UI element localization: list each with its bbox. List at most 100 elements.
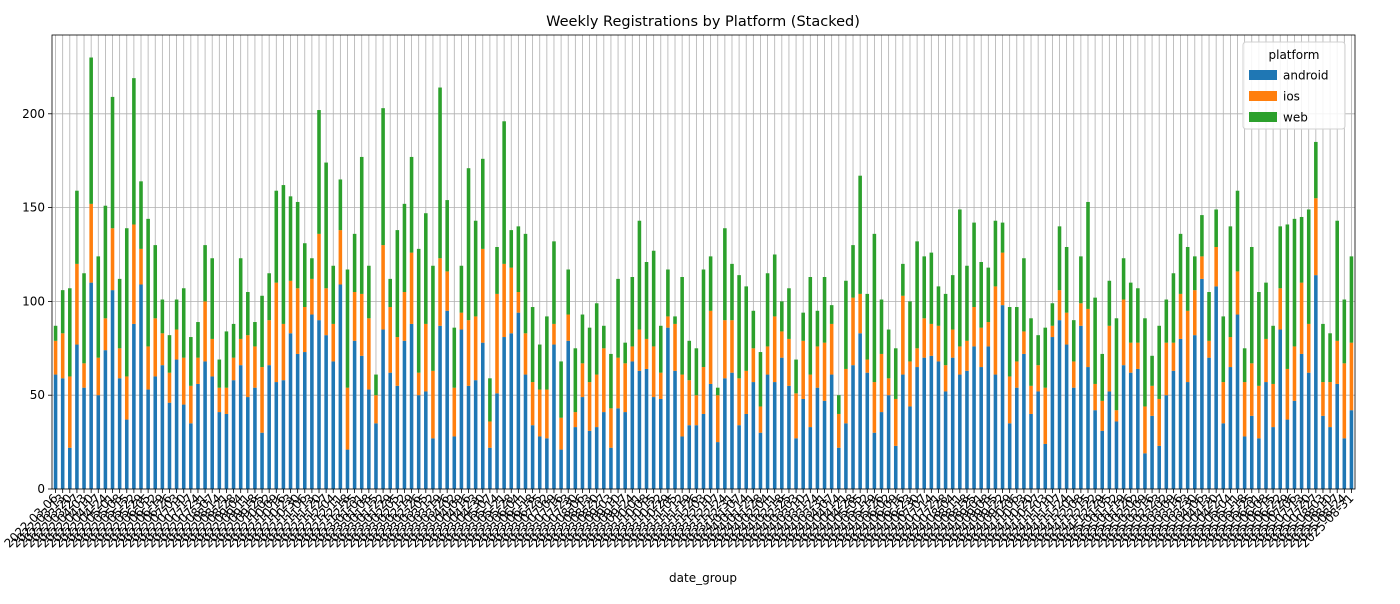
bar-segment [224, 387, 229, 414]
bar-segment [580, 397, 585, 489]
bar-segment [993, 220, 998, 287]
bar-segment [658, 325, 663, 373]
bar-segment [431, 265, 435, 371]
legend-box [1242, 41, 1346, 130]
bar-segment [922, 318, 927, 358]
bar-segment [1079, 325, 1083, 489]
bar-segment [972, 346, 976, 489]
bar-segment [772, 316, 777, 383]
bar-segment [416, 372, 421, 396]
y-tick-label: 50 [30, 388, 45, 402]
bar-segment [708, 383, 713, 489]
bar-segment [75, 344, 79, 489]
y-tick-label: 150 [22, 201, 45, 215]
bar-segment [858, 333, 862, 489]
bar-segment [602, 412, 606, 489]
bar-segment [302, 243, 307, 308]
bar-segment [452, 327, 457, 388]
bar-segment [943, 391, 948, 489]
bar-segment [829, 305, 834, 324]
bar-segment [167, 335, 172, 373]
bar-segment [246, 335, 250, 398]
bar-segment [1193, 256, 1197, 291]
bar-segment [1249, 415, 1254, 489]
bar-segment [1086, 201, 1090, 309]
bar-segment [246, 292, 250, 336]
bar-segment [943, 293, 948, 366]
bar-segment [772, 382, 777, 489]
bar-segment [1228, 337, 1233, 368]
bar-segment [1157, 325, 1161, 399]
bar-segment [915, 241, 919, 349]
bar-segment [1029, 413, 1033, 489]
bar-segment [1349, 256, 1354, 343]
y-tick-label: 100 [22, 294, 45, 308]
bar-segment [438, 325, 442, 489]
bar-segment [566, 269, 570, 315]
bar-segment [950, 357, 955, 489]
bar-segment [431, 438, 435, 489]
bar-segment [1143, 318, 1147, 407]
bar-segment [1271, 383, 1275, 428]
bar-segment [238, 258, 243, 339]
bar-segment [402, 203, 407, 293]
bar-segment [495, 393, 499, 489]
bar-segment [246, 397, 250, 489]
bar-segment [388, 307, 392, 373]
bar-segment [737, 275, 741, 379]
bar-segment [1036, 365, 1040, 392]
bar-segment [1057, 320, 1062, 489]
bar-segment [879, 412, 884, 489]
bar-segment [317, 233, 321, 321]
bar-segment [132, 323, 136, 489]
bar-segment [89, 203, 93, 283]
bar-segment [537, 389, 542, 437]
bar-segment [1086, 308, 1090, 368]
legend-label: ios [1283, 90, 1300, 104]
bar-segment [651, 346, 656, 398]
bar-segment [103, 318, 108, 351]
bar-segment [402, 340, 407, 489]
bar-segment [1242, 348, 1247, 383]
bar-segment [1164, 395, 1169, 489]
bar-segment [1257, 385, 1261, 439]
bar-segment [516, 226, 521, 293]
bar-segment [623, 342, 627, 364]
bar-segment [1185, 246, 1190, 311]
bar-segment [637, 220, 642, 330]
bar-segment [1285, 419, 1290, 489]
bar-segment [253, 322, 257, 347]
bar-segment [986, 346, 991, 489]
bar-segment [1221, 382, 1226, 424]
bar-segment [1306, 372, 1311, 489]
bar-segment [60, 333, 65, 379]
bar-segment [922, 357, 927, 489]
bar-segment [117, 378, 122, 489]
bar-segment [1064, 312, 1069, 345]
bar-segment [936, 286, 941, 326]
bar-segment [708, 310, 713, 384]
bar-segment [96, 357, 101, 396]
bar-segment [1150, 415, 1154, 489]
bar-segment [1015, 387, 1019, 489]
bar-segment [1314, 275, 1318, 489]
bar-segment [744, 413, 749, 489]
bar-segment [1064, 344, 1069, 489]
bar-segment [324, 162, 328, 289]
bar-segment [886, 378, 891, 396]
bar-segment [1121, 365, 1126, 489]
bar-segment [267, 273, 271, 321]
bar-segment [1249, 246, 1254, 364]
bar-segment [359, 293, 364, 356]
bar-segment [765, 273, 770, 347]
bar-segment [181, 288, 186, 358]
bar-segment [943, 365, 948, 392]
bar-segment [765, 374, 770, 489]
bar-segment [822, 342, 827, 401]
bar-segment [53, 340, 58, 375]
bar-segment [1022, 258, 1026, 332]
bar-segment [210, 338, 214, 377]
bar-segment [1264, 382, 1268, 489]
bar-segment [1306, 323, 1311, 373]
